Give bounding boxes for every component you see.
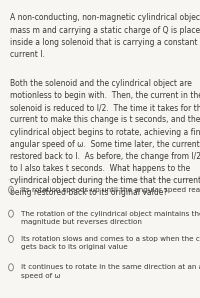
Text: It continues to rotate in the same direction at an angular
speed of ω: It continues to rotate in the same direc…	[21, 264, 200, 279]
Text: Both the solenoid and the cylindrical object are
motionless to begin with.  Then: Both the solenoid and the cylindrical ob…	[10, 79, 200, 197]
Text: A non-conducting, non-magnetic cylindrical object of
mass m and carrying a stati: A non-conducting, non-magnetic cylindric…	[10, 13, 200, 59]
Text: Its rotation slows and comes to a stop when the current
gets back to its origina: Its rotation slows and comes to a stop w…	[21, 236, 200, 250]
Text: The rotation of the cylindrical object maintains the same
magnitude but reverses: The rotation of the cylindrical object m…	[21, 211, 200, 225]
Text: Its rotation speeds up until the angular speed reaches 2ω: Its rotation speeds up until the angular…	[21, 187, 200, 193]
